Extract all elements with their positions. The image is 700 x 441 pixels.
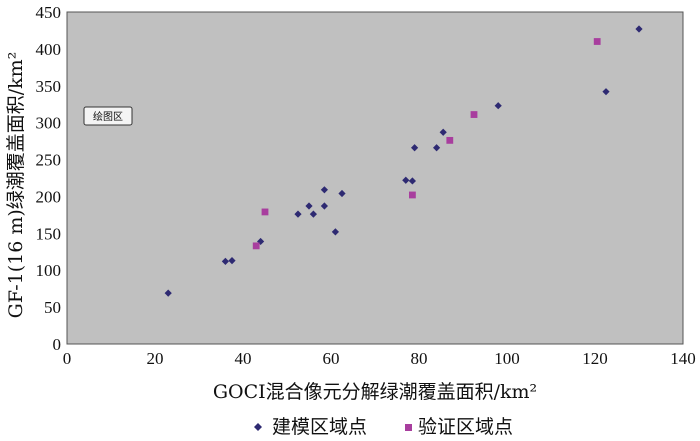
x-tick-label: 60	[323, 349, 340, 368]
y-tick-label: 350	[36, 77, 62, 96]
y-tick-label: 200	[36, 187, 62, 206]
modeling-point	[402, 176, 410, 184]
y-tick-label: 0	[53, 335, 62, 354]
legend-item-modeling: 建模区域点	[254, 416, 367, 438]
x-tick-label: 40	[235, 349, 252, 368]
x-axis-ticks: 0 20 40 60 80 100 120 140	[63, 349, 696, 368]
plot-background	[66, 11, 684, 345]
x-tick-label: 80	[411, 349, 428, 368]
y-tick-label: 150	[36, 224, 62, 243]
modeling-point	[494, 102, 502, 110]
modeling-point	[164, 289, 172, 297]
modeling-point	[331, 228, 339, 236]
modeling-point	[257, 237, 265, 246]
modeling-point	[433, 144, 441, 152]
data-points	[164, 25, 643, 297]
x-tick-label: 140	[670, 349, 696, 368]
validation-point	[252, 242, 260, 250]
validation-point	[261, 208, 269, 216]
x-axis-title: GOCI混合像元分解绿潮覆盖面积/km²	[213, 381, 537, 403]
modeling-point	[635, 25, 643, 33]
validation-point	[409, 191, 416, 199]
legend: 建模区域点 验证区域点	[254, 416, 513, 438]
modeling-point	[294, 210, 302, 218]
y-axis-title: GF-1(16 m)绿潮覆盖面积/km²	[5, 52, 27, 319]
y-tick-label: 250	[36, 151, 62, 170]
y-tick-label: 100	[36, 261, 62, 280]
y-tick-label: 450	[36, 3, 62, 22]
modeling-point	[602, 88, 610, 96]
modeling-point	[408, 177, 416, 185]
validation-point	[446, 136, 454, 144]
plot-area-label: 绘图区	[83, 106, 133, 126]
modeling-point	[221, 257, 229, 265]
x-tick-label: 120	[582, 349, 608, 368]
y-tick-label: 300	[36, 114, 62, 133]
modeling-point	[439, 128, 447, 136]
validation-point	[593, 38, 601, 45]
legend-marker-square	[405, 424, 412, 431]
y-tick-label: 50	[44, 298, 61, 317]
y-tick-label: 400	[36, 40, 62, 59]
legend-label-validation: 验证区域点	[418, 416, 513, 438]
x-tick-label: 100	[494, 349, 520, 368]
modeling-point	[320, 202, 328, 210]
y-axis-ticks: 0 50 100 150 200 250 300 350 400 450	[36, 3, 62, 354]
modeling-point	[338, 189, 346, 198]
x-tick-label: 0	[63, 349, 72, 368]
legend-item-validation: 验证区域点	[405, 416, 513, 438]
plot-area-label-text: 绘图区	[93, 110, 123, 123]
x-tick-label: 20	[147, 349, 164, 368]
legend-marker-diamond	[254, 423, 262, 431]
modeling-point	[320, 186, 328, 194]
modeling-point	[228, 257, 236, 265]
modeling-point	[309, 210, 317, 218]
validation-point	[470, 111, 478, 118]
modeling-point	[411, 144, 419, 152]
modeling-point	[305, 202, 313, 210]
legend-label-modeling: 建模区域点	[272, 416, 367, 438]
